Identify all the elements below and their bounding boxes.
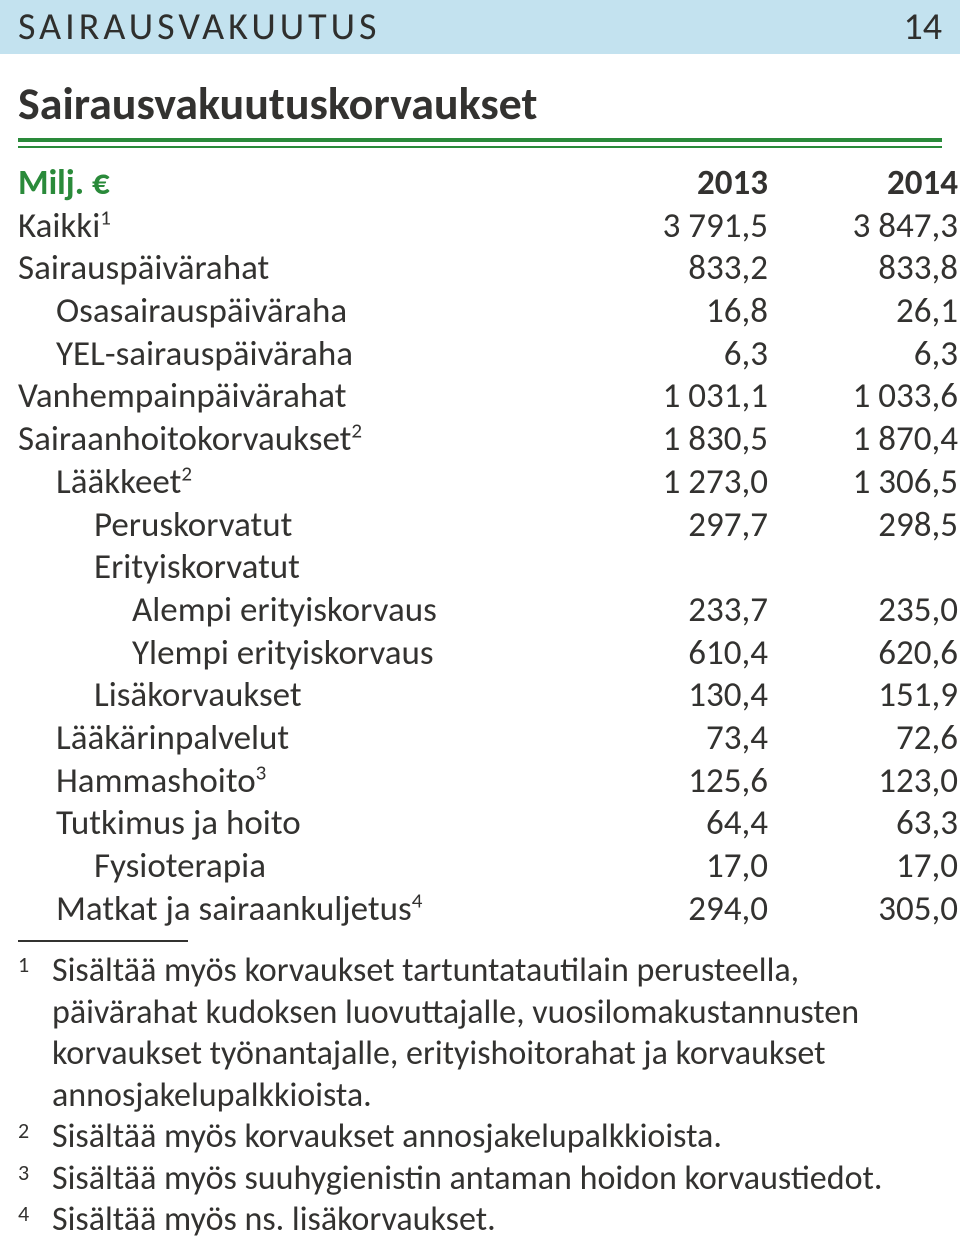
row-value-2: 72,6 — [768, 717, 958, 760]
footnotes: 1Sisältää myös korvaukset tartuntatautil… — [18, 950, 942, 1240]
footnote-text: Sisältää myös korvaukset tartuntatautila… — [52, 950, 942, 1116]
row-value-1: 1 830,5 — [578, 418, 768, 461]
footnote: 2Sisältää myös korvaukset annosjakelupal… — [18, 1116, 942, 1157]
row-value-2: 833,8 — [768, 247, 958, 290]
row-label: Sairaanhoitokorvaukset2 — [18, 418, 578, 461]
row-value-1: 17,0 — [578, 845, 768, 888]
row-label: Lisäkorvaukset — [18, 674, 578, 717]
page: SAIRAUSVAKUUTUS 14 Sairausvakuutuskorvau… — [0, 0, 960, 1251]
row-label: Erityiskorvatut — [18, 546, 578, 589]
row-label: Ylempi erityiskorvaus — [18, 632, 578, 675]
table-row: Lisäkorvaukset130,4151,9 — [18, 674, 958, 717]
table-row: Erityiskorvatut — [18, 546, 958, 589]
row-value-2: 63,3 — [768, 802, 958, 845]
row-value-1: 73,4 — [578, 717, 768, 760]
row-value-2: 151,9 — [768, 674, 958, 717]
row-value-1: 1 273,0 — [578, 461, 768, 504]
row-label: Vanhempainpäivärahat — [18, 375, 578, 418]
footnote-marker: 1 — [18, 950, 52, 1116]
table-row: Sairauspäivärahat833,2833,8 — [18, 247, 958, 290]
table-row: YEL-sairauspäiväraha6,36,3 — [18, 333, 958, 376]
table-row: Lääkärinpalvelut73,472,6 — [18, 717, 958, 760]
row-value-2: 1 306,5 — [768, 461, 958, 504]
table-row: Lääkkeet21 273,01 306,5 — [18, 461, 958, 504]
row-label: Lääkärinpalvelut — [18, 717, 578, 760]
footnote-text: Sisältää myös suuhygienistin antaman hoi… — [52, 1158, 942, 1199]
table-row: Hammashoito3125,6123,0 — [18, 760, 958, 803]
section-banner: SAIRAUSVAKUUTUS 14 — [0, 0, 960, 54]
row-value-1: 233,7 — [578, 589, 768, 632]
row-value-2: 620,6 — [768, 632, 958, 675]
unit-label: Milj. € — [18, 162, 578, 205]
row-value-1: 3 791,5 — [578, 205, 768, 248]
footnote-text: Sisältää myös ns. lisäkorvaukset. — [52, 1199, 942, 1240]
title-rule — [18, 138, 942, 148]
table-row: Ylempi erityiskorvaus610,4620,6 — [18, 632, 958, 675]
row-value-1: 130,4 — [578, 674, 768, 717]
table-row: Osasairauspäiväraha16,826,1 — [18, 290, 958, 333]
content-area: Sairausvakuutuskorvaukset Milj. € 2013 2… — [0, 54, 960, 1251]
row-label: Osasairauspäiväraha — [18, 290, 578, 333]
footnote-marker: 3 — [18, 1158, 52, 1199]
row-value-2: 298,5 — [768, 504, 958, 547]
row-label: Kaikki1 — [18, 205, 578, 248]
row-label: Peruskorvatut — [18, 504, 578, 547]
year-2-header: 2014 — [768, 162, 958, 205]
year-1-header: 2013 — [578, 162, 768, 205]
row-value-1: 16,8 — [578, 290, 768, 333]
row-value-2: 6,3 — [768, 333, 958, 376]
row-label: Matkat ja sairaankuljetus4 — [18, 888, 578, 931]
table-row: Fysioterapia17,017,0 — [18, 845, 958, 888]
table-row: Tutkimus ja hoito64,463,3 — [18, 802, 958, 845]
row-value-2: 26,1 — [768, 290, 958, 333]
row-value-1: 610,4 — [578, 632, 768, 675]
row-value-2: 3 847,3 — [768, 205, 958, 248]
row-value-2: 1 870,4 — [768, 418, 958, 461]
row-value-2: 235,0 — [768, 589, 958, 632]
row-value-1 — [578, 546, 768, 589]
row-label: Sairauspäivärahat — [18, 247, 578, 290]
footnote: 4Sisältää myös ns. lisäkorvaukset. — [18, 1199, 942, 1240]
row-label: Tutkimus ja hoito — [18, 802, 578, 845]
row-value-1: 297,7 — [578, 504, 768, 547]
row-value-1: 294,0 — [578, 888, 768, 931]
footnote: 1Sisältää myös korvaukset tartuntatautil… — [18, 950, 942, 1116]
row-value-2: 123,0 — [768, 760, 958, 803]
footnote: 3Sisältää myös suuhygienistin antaman ho… — [18, 1158, 942, 1199]
row-label: Hammashoito3 — [18, 760, 578, 803]
row-label: Alempi erityiskorvaus — [18, 589, 578, 632]
footnote-marker: 2 — [18, 1116, 52, 1157]
footnote-marker: 4 — [18, 1199, 52, 1240]
row-value-2 — [768, 546, 958, 589]
row-value-1: 6,3 — [578, 333, 768, 376]
table-row: Alempi erityiskorvaus233,7235,0 — [18, 589, 958, 632]
row-value-1: 64,4 — [578, 802, 768, 845]
page-title: Sairausvakuutuskorvaukset — [18, 76, 942, 132]
table-row: Kaikki13 791,53 847,3 — [18, 205, 958, 248]
row-value-1: 1 031,1 — [578, 375, 768, 418]
table-row: Vanhempainpäivärahat1 031,11 033,6 — [18, 375, 958, 418]
row-value-1: 125,6 — [578, 760, 768, 803]
benefits-table: Milj. € 2013 2014 Kaikki13 791,53 847,3S… — [18, 162, 958, 930]
footnote-text: Sisältää myös korvaukset annosjakelupalk… — [52, 1116, 942, 1157]
row-value-2: 17,0 — [768, 845, 958, 888]
row-label: Fysioterapia — [18, 845, 578, 888]
row-value-2: 305,0 — [768, 888, 958, 931]
row-label: Lääkkeet2 — [18, 461, 578, 504]
table-row: Matkat ja sairaankuljetus4294,0305,0 — [18, 888, 958, 931]
row-value-2: 1 033,6 — [768, 375, 958, 418]
row-label: YEL-sairauspäiväraha — [18, 333, 578, 376]
row-value-1: 833,2 — [578, 247, 768, 290]
page-number: 14 — [903, 4, 942, 50]
table-row: Peruskorvatut297,7298,5 — [18, 504, 958, 547]
table-row: Sairaanhoitokorvaukset21 830,51 870,4 — [18, 418, 958, 461]
footnotes-separator — [18, 940, 188, 942]
table-header-row: Milj. € 2013 2014 — [18, 162, 958, 205]
section-title: SAIRAUSVAKUUTUS — [18, 4, 380, 50]
